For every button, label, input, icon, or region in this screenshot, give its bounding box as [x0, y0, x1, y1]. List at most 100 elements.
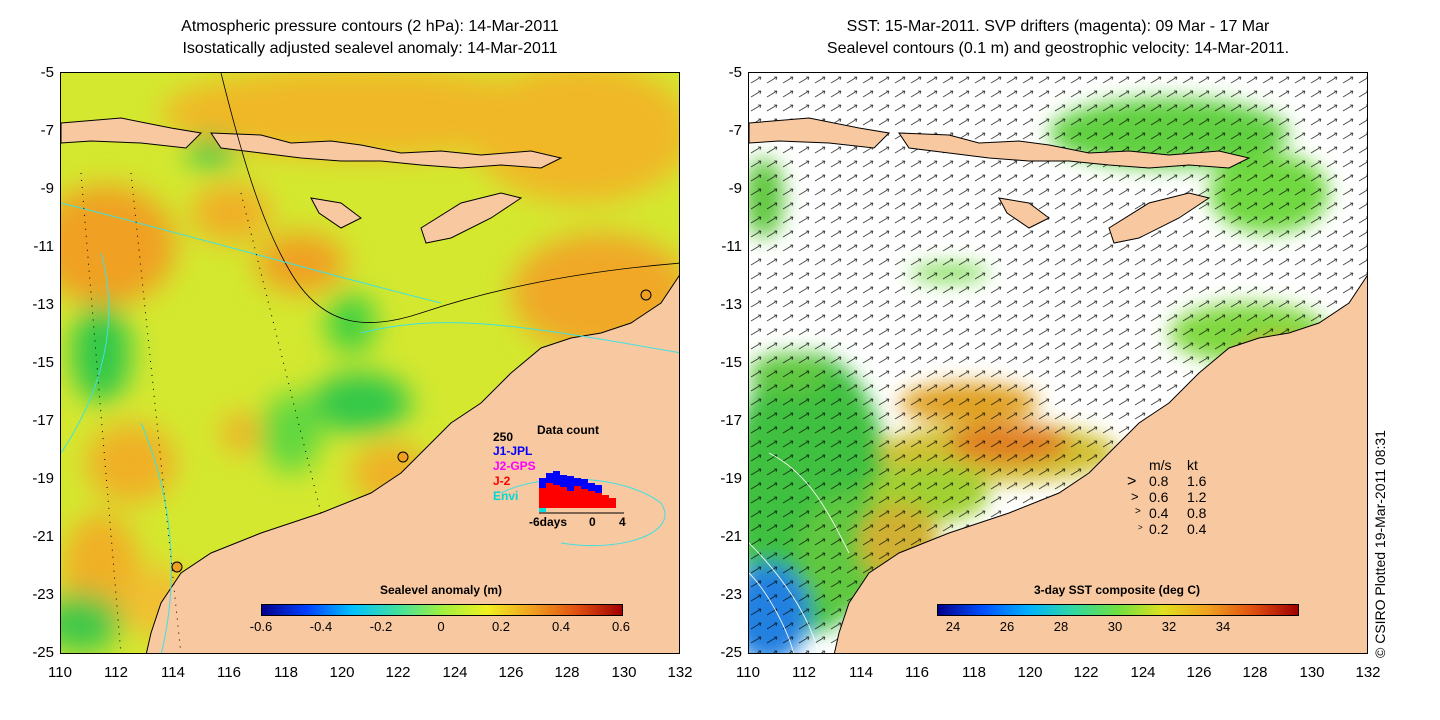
copyright-notice: © CSIRO Plotted 19-Mar-2011 08:31	[1372, 430, 1388, 658]
left-colorbar-label: 0.2	[491, 619, 511, 634]
velocity-legend-kt: 1.6	[1187, 473, 1207, 489]
data-count-max-label: 250	[493, 430, 514, 444]
right-x-tick: 120	[1017, 664, 1043, 681]
velocity-legend-arrow-icon: >	[1135, 506, 1141, 517]
right-x-tick: 126	[1186, 664, 1212, 681]
left-colorbar-label: 0.4	[551, 619, 571, 634]
right-x-tick: 112	[792, 664, 816, 681]
right-y-tick: -9	[728, 180, 742, 197]
left-colorbar-label: -0.6	[249, 619, 273, 634]
right-colorbar-label: 24	[945, 619, 961, 634]
left-colorbar-label: -0.2	[369, 619, 393, 634]
left-map-svg	[61, 73, 679, 653]
velocity-legend-arrow-icon: >	[1138, 523, 1143, 532]
histogram-x-label-start: -6days	[529, 515, 568, 529]
right-colorbar-label: 26	[999, 619, 1015, 634]
left-x-tick: 132	[667, 664, 693, 681]
left-y-tick: -7	[40, 122, 54, 139]
right-y-tick: -7	[728, 122, 742, 139]
mission-label-j2-gps: J2-GPS	[493, 459, 536, 473]
left-y-tick: -9	[40, 180, 54, 197]
left-x-tick: 118	[274, 664, 298, 681]
right-colorbar-label: 30	[1107, 619, 1123, 634]
velocity-legend-header-kt: kt	[1187, 457, 1198, 473]
right-colorbar-title: 3-day SST composite (deg C)	[1033, 583, 1201, 597]
left-y-tick: -19	[32, 470, 54, 487]
velocity-legend-arrow-icon: >	[1131, 489, 1139, 504]
left-y-tick: -11	[33, 238, 54, 255]
left-x-tick: 112	[104, 664, 128, 681]
velocity-legend-ms: 0.8	[1149, 473, 1169, 489]
left-x-tick: 122	[385, 664, 411, 681]
mission-label-j-2: J-2	[493, 474, 511, 488]
right-x-tick: 110	[736, 664, 760, 681]
right-colorbar	[937, 604, 1299, 616]
left-map-plot: Data count 250 J1-JPL J2-GPS J-2 Envi -6…	[60, 72, 680, 654]
java-island	[749, 117, 891, 149]
right-x-tick: 116	[905, 664, 929, 681]
left-x-tick: 110	[48, 664, 72, 681]
right-y-tick: -23	[720, 586, 742, 603]
left-title-line2: Isostatically adjusted sealevel anomaly:…	[182, 40, 558, 57]
left-y-tick: -17	[32, 412, 54, 429]
left-colorbar-label: 0	[437, 619, 445, 634]
right-y-tick: -21	[720, 528, 742, 545]
left-y-tick: -23	[32, 586, 54, 603]
left-x-tick: 124	[442, 664, 468, 681]
left-colorbar-title: Sealevel anomaly (m)	[379, 583, 503, 597]
left-y-tick: -25	[32, 644, 54, 661]
right-y-tick: -17	[720, 412, 742, 429]
velocity-legend-arrow-icon: >	[1127, 473, 1137, 490]
data-count-histogram	[539, 471, 624, 514]
right-y-tick: -13	[720, 296, 742, 313]
left-x-tick: 114	[161, 664, 185, 681]
right-y-tick: -11	[721, 238, 742, 255]
right-title-line1: SST: 15-Mar-2011. SVP drifters (magenta)…	[846, 18, 1270, 35]
station-marker	[397, 451, 409, 463]
australia-land	[834, 276, 1367, 653]
left-x-tick: 116	[217, 664, 241, 681]
right-y-tick: -19	[720, 470, 742, 487]
right-x-tick: 132	[1355, 664, 1381, 681]
station-marker	[640, 289, 652, 301]
velocity-legend-kt: 0.8	[1187, 505, 1207, 521]
right-map-svg	[749, 73, 1367, 653]
left-y-tick: -15	[32, 354, 54, 371]
right-x-tick: 128	[1242, 664, 1268, 681]
left-y-tick: -21	[32, 528, 54, 545]
sumba-island	[998, 197, 1050, 229]
left-x-tick: 128	[554, 664, 580, 681]
right-colorbar-label: 32	[1161, 619, 1177, 634]
sealevel-anomaly-field	[61, 73, 679, 653]
australia-land	[146, 276, 679, 653]
lesser-sunda-islands	[210, 132, 563, 169]
timor-island	[1108, 192, 1211, 244]
right-y-tick: -5	[728, 64, 742, 81]
left-y-tick: -5	[40, 64, 54, 81]
right-x-tick: 130	[1299, 664, 1325, 681]
right-y-tick: -25	[720, 644, 742, 661]
left-x-tick: 120	[329, 664, 355, 681]
mission-label-envi: Envi	[493, 489, 519, 503]
right-x-tick: 114	[849, 664, 873, 681]
mission-label-j1-jpl: J1-JPL	[493, 444, 533, 458]
station-marker	[171, 561, 183, 573]
left-colorbar-label: -0.4	[309, 619, 333, 634]
right-x-tick: 124	[1130, 664, 1156, 681]
data-count-title: Data count	[537, 423, 600, 437]
left-x-tick: 130	[611, 664, 637, 681]
right-title-line2: Sealevel contours (0.1 m) and geostrophi…	[826, 40, 1290, 57]
right-x-tick: 122	[1073, 664, 1099, 681]
velocity-legend-header-ms: m/s	[1149, 457, 1172, 473]
velocity-legend-ms: 0.4	[1149, 505, 1169, 521]
velocity-legend-kt: 0.4	[1187, 521, 1207, 537]
velocity-legend-ms: 0.2	[1149, 521, 1169, 537]
right-y-tick: -15	[720, 354, 742, 371]
left-title-line1: Atmospheric pressure contours (2 hPa): 1…	[181, 18, 559, 35]
left-x-tick: 126	[498, 664, 524, 681]
histogram-x-label-end: 4	[619, 515, 626, 529]
right-colorbar-label: 34	[1215, 619, 1231, 634]
sumba-island	[310, 197, 362, 229]
histogram-x-label-zero: 0	[589, 515, 596, 529]
right-x-tick: 118	[962, 664, 986, 681]
